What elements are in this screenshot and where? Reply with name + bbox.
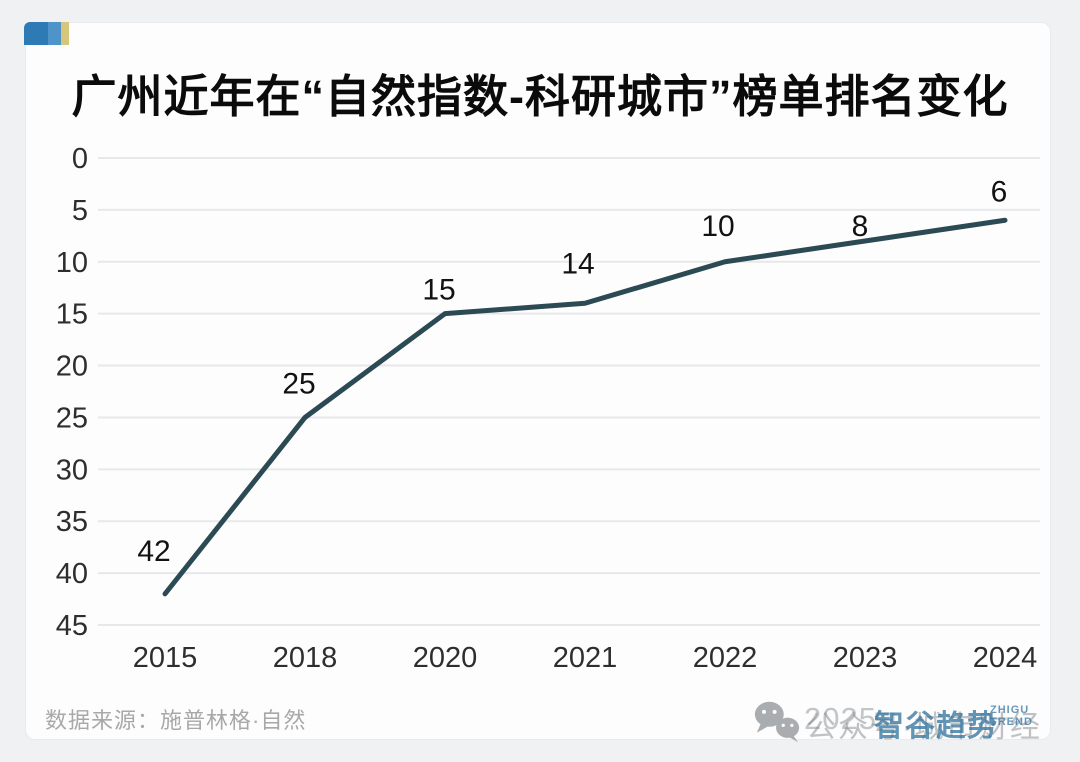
x-tick-label: 2018 [273, 642, 338, 674]
watermark-brand-text: 智谷趋势 [874, 710, 998, 743]
data-point-label: 6 [991, 175, 1008, 208]
y-tick-label: 15 [56, 299, 88, 331]
chart-card [25, 22, 1051, 740]
x-tick-label: 2015 [133, 642, 198, 674]
y-tick-label: 45 [56, 610, 88, 642]
watermark-brand-small-text: ZHIGU TREND [990, 704, 1033, 728]
y-tick-label: 10 [56, 247, 88, 279]
data-point-label: 15 [422, 274, 455, 307]
y-tick-label: 40 [56, 558, 88, 590]
watermark-account-text: 公众号·城市财经 [806, 711, 1042, 744]
watermark: 公众号·城市财经 2025 智谷趋势 ZHIGU TREND [752, 696, 1062, 748]
data-point-label: 14 [561, 247, 594, 280]
y-tick-label: 30 [56, 454, 88, 486]
chart-title: 广州近年在“自然指数-科研城市”榜单排名变化 [71, 71, 1009, 122]
logo-block-yellow [61, 22, 69, 45]
logo-block-dark-blue [24, 22, 48, 45]
x-tick-label: 2024 [973, 642, 1038, 674]
x-tick-label: 2021 [553, 642, 618, 674]
data-point-label: 8 [852, 210, 869, 243]
x-tick-label: 2020 [413, 642, 478, 674]
wechat-icon [754, 701, 800, 743]
x-tick-label: 2022 [693, 642, 758, 674]
trend-line [162, 217, 1008, 597]
data-source-label: 数据来源：施普林格·自然 [45, 708, 307, 733]
data-point-label: 10 [701, 210, 734, 243]
y-tick-label: 5 [72, 195, 88, 227]
y-tick-label: 0 [72, 143, 88, 175]
data-point-label: 25 [282, 367, 315, 400]
data-point-label: 42 [137, 535, 170, 568]
y-tick-label: 35 [56, 506, 88, 538]
y-tick-label: 20 [56, 351, 88, 383]
brand-logo-icon [24, 22, 69, 45]
watermark-year-text: 2025 [804, 701, 877, 736]
x-tick-label: 2023 [833, 642, 898, 674]
logo-block-light-blue [48, 22, 61, 45]
y-tick-label: 25 [56, 402, 88, 434]
